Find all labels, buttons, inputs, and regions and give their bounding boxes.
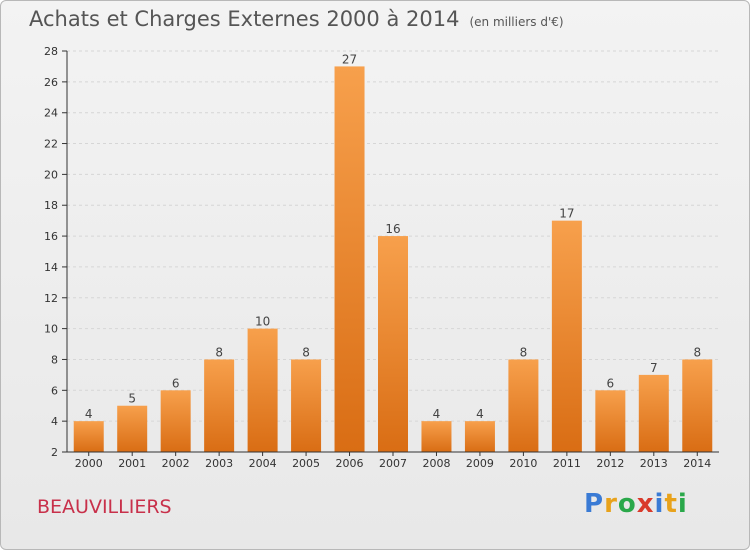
y-tick-label: 10 [44,323,58,336]
y-tick-label: 28 [44,45,58,58]
x-tick-label: 2003 [205,457,233,470]
x-tick-label: 2005 [292,457,320,470]
data-label: 27 [342,52,357,66]
bar [378,236,408,452]
bar [291,359,322,452]
y-tick-label: 12 [44,292,58,305]
y-tick-label: 22 [44,138,58,151]
bar [595,390,626,452]
x-tick-label: 2002 [162,457,190,470]
y-tick-label: 4 [51,415,58,428]
y-tick-label: 20 [44,168,58,181]
y-tick-label: 2 [51,446,58,459]
data-label: 6 [607,376,615,390]
data-label: 4 [433,407,441,421]
bar [334,66,365,452]
bar [464,421,495,452]
x-tick-label: 2004 [249,457,277,470]
data-label: 5 [128,392,136,406]
bar-layer: 4 5 6 8 10 8 27 16 4 4 8 17 6 7 8 [73,52,713,452]
logo-letter: o [617,489,637,519]
x-tick-label: 2001 [118,457,146,470]
logo-letter: i [677,489,688,519]
data-label: 16 [385,222,400,236]
bar [247,328,278,452]
x-tick-label: 2006 [336,457,364,470]
data-label: 8 [693,345,701,359]
bar [204,359,235,452]
data-label: 4 [85,407,93,421]
chart-title-text: Achats et Charges Externes 2000 à 2014 [29,7,460,31]
bar [117,405,148,452]
chart-unit: (en milliers d'€) [469,15,564,29]
commune-name: BEAUVILLIERS [37,496,172,518]
x-tick-label: 2011 [553,457,581,470]
logo-letter: i [654,489,665,519]
y-tick-label: 26 [44,76,58,89]
data-label: 17 [559,207,574,221]
data-label: 7 [650,361,658,375]
data-label: 4 [476,407,484,421]
x-tick-label: 2010 [509,457,537,470]
bar [160,390,191,452]
proxiti-logo[interactable]: Proxiti [584,489,688,519]
y-tick-label: 8 [51,353,58,366]
bar [638,374,669,452]
y-tick-label: 14 [44,261,58,274]
data-label: 8 [215,345,223,359]
y-tick-label: 6 [51,384,58,397]
x-tick-label: 2012 [596,457,624,470]
x-tick-label: 2007 [379,457,407,470]
logo-letter: P [584,489,605,519]
data-label: 10 [255,315,270,329]
y-tick-label: 24 [44,107,58,120]
data-label: 8 [520,345,528,359]
x-tick-label: 2014 [683,457,711,470]
bar [73,421,104,452]
logo-letter: x [636,489,655,519]
logo-letter: t [664,489,678,519]
bar [551,220,582,452]
y-tick-label: 16 [44,230,58,243]
bar [421,421,452,452]
chart-title: Achats et Charges Externes 2000 à 2014 (e… [29,7,564,31]
y-tick-label: 18 [44,199,58,212]
bar [682,359,713,452]
data-label: 6 [172,376,180,390]
x-tick-label: 2008 [422,457,450,470]
x-tick-label: 2013 [640,457,668,470]
logo-letter: r [604,489,618,519]
x-tick-label: 2000 [75,457,103,470]
x-tick-label: 2009 [466,457,494,470]
bar [508,359,539,452]
data-label: 8 [302,345,310,359]
